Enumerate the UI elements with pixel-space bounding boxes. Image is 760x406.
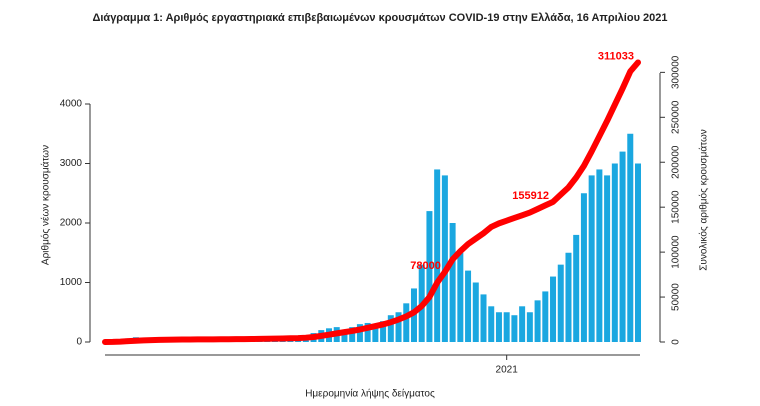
bar	[380, 321, 387, 342]
bar	[457, 252, 464, 342]
x-axis-label: Ημερομηνία λήψης δείγματος	[305, 388, 435, 400]
x-tick-label: 2021	[496, 365, 519, 376]
bar	[434, 169, 441, 342]
bar	[441, 175, 448, 342]
y2-tick-label: 0	[671, 339, 682, 345]
y2-axis-label: Συνολικός αριθμός κρουσμάτων	[698, 129, 710, 271]
chart-title: Διάγραμμα 1: Αριθμός εργαστηριακά επιβεβ…	[92, 12, 667, 24]
value-label: 155912	[512, 190, 549, 202]
bar	[472, 282, 479, 342]
y2-tick-label: 300000	[671, 55, 682, 89]
bar	[503, 312, 510, 342]
y2-tick-label: 200000	[671, 145, 682, 179]
bar	[465, 270, 472, 342]
bar	[627, 133, 634, 342]
bar	[619, 151, 626, 342]
bar	[557, 264, 564, 342]
bar	[356, 324, 363, 342]
bar	[495, 312, 502, 342]
bar	[349, 327, 356, 342]
y2-tick-label: 50000	[671, 283, 682, 311]
y-tick-label: 1000	[60, 277, 83, 288]
bar	[426, 211, 433, 342]
bar	[573, 234, 580, 342]
value-label: 311033	[598, 50, 634, 62]
bar	[635, 163, 641, 342]
cumulative-line	[102, 59, 641, 345]
bar	[387, 315, 394, 342]
bar	[611, 163, 618, 342]
y-tick-label: 2000	[60, 218, 83, 229]
bar	[403, 303, 410, 342]
bar	[580, 193, 587, 342]
bar	[604, 175, 611, 342]
y-axis-label: Αριθμός νέων κρουσμάτων	[40, 145, 52, 265]
bar	[341, 330, 348, 342]
bar	[526, 312, 533, 342]
value-label: 78000	[410, 260, 441, 272]
bar	[588, 175, 595, 342]
y2-tick-label: 150000	[671, 190, 682, 224]
bar	[511, 315, 518, 342]
y2-tick-label: 100000	[671, 235, 682, 269]
bar	[395, 312, 402, 342]
bar	[480, 294, 487, 342]
y-tick-label: 0	[76, 337, 82, 348]
bar	[372, 324, 379, 342]
bar	[596, 169, 603, 342]
y-tick-label: 3000	[60, 158, 83, 169]
bar	[534, 300, 541, 342]
bar	[542, 291, 549, 342]
bar	[364, 322, 371, 342]
bar	[550, 276, 557, 342]
y-tick-label: 4000	[60, 99, 83, 110]
bar	[565, 252, 572, 342]
y2-tick-label: 250000	[671, 100, 682, 134]
bar	[488, 306, 495, 342]
bar	[519, 306, 526, 342]
bar	[449, 223, 456, 342]
